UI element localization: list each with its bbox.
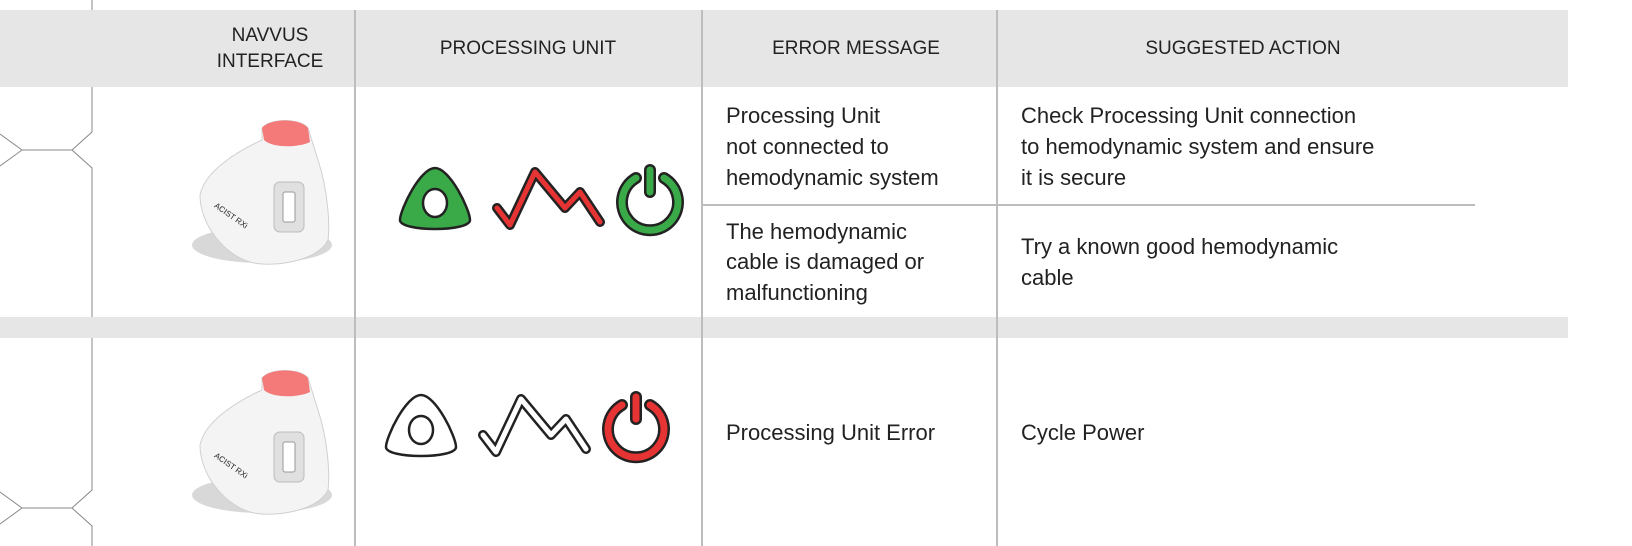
header-band xyxy=(0,10,1568,87)
suggested-action: to hemodynamic system and ensure xyxy=(1021,134,1374,159)
error-message: malfunctioning xyxy=(726,280,868,305)
side-tabs xyxy=(0,0,93,546)
error-message: hemodynamic system xyxy=(726,165,939,190)
suggested-action: Try a known good hemodynamic xyxy=(1021,234,1338,259)
error-message: Processing Unit Error xyxy=(726,420,935,445)
error-message: The hemodynamic xyxy=(726,219,907,244)
error-message: Processing Unit xyxy=(726,103,880,128)
device-image: ACIST RXi xyxy=(191,370,333,515)
device-image: ACIST RXi xyxy=(191,120,333,265)
indicators xyxy=(398,164,684,237)
suggested-action: Cycle Power xyxy=(1021,420,1144,445)
suggested-action: cable xyxy=(1021,265,1074,290)
header-cell: SUGGESTED ACTION xyxy=(1145,38,1340,59)
header-cell: NAVVUS xyxy=(232,25,309,46)
error-message: cable is damaged or xyxy=(726,249,924,274)
header-cell: PROCESSING UNIT xyxy=(440,38,617,59)
grid-lines xyxy=(354,10,1475,546)
header-cell: ERROR MESSAGE xyxy=(772,38,940,59)
row-separator xyxy=(0,317,1568,338)
error-message: not connected to xyxy=(726,134,889,159)
indicators xyxy=(384,391,670,464)
suggested-action: it is secure xyxy=(1021,165,1126,190)
suggested-action: Check Processing Unit connection xyxy=(1021,103,1356,128)
header-cell: INTERFACE xyxy=(217,51,324,72)
